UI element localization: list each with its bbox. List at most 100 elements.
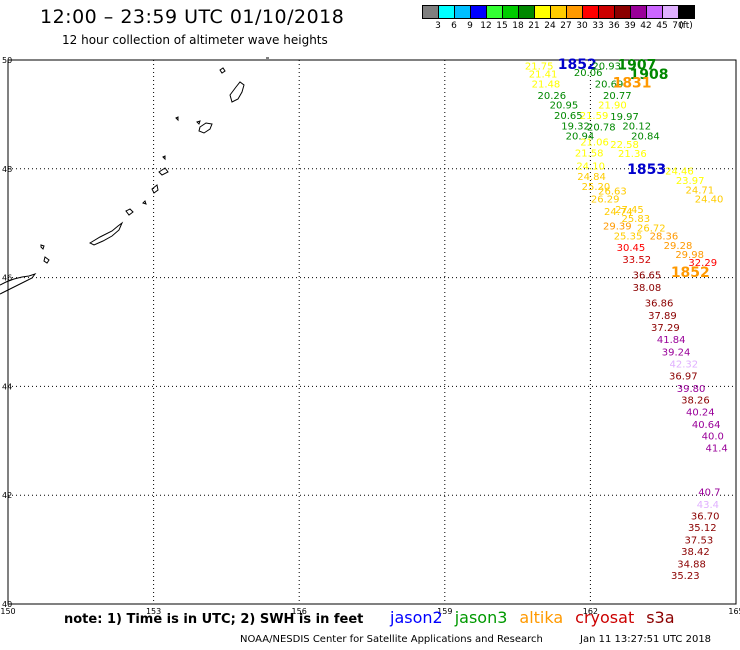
lon-tick-label: 156	[292, 607, 307, 616]
wave-height-label: 19.97	[610, 112, 639, 123]
wave-height-label: 35.23	[671, 571, 700, 582]
island-kuril-4	[125, 208, 134, 216]
lon-tick-label: 162	[583, 607, 598, 616]
satellite-altika: altika	[519, 608, 564, 627]
page-subtitle: 12 hour collection of altimeter wave hei…	[62, 33, 328, 47]
wave-height-label: 26.63	[598, 187, 627, 198]
wave-height-label: 24.71	[686, 185, 715, 196]
wave-height-label: 22.58	[610, 140, 639, 151]
lat-tick-label: 40	[2, 600, 12, 609]
wave-height-label: 36.65	[633, 270, 662, 281]
wave-height-label: 37.53	[685, 535, 714, 546]
map-frame	[7, 59, 737, 605]
lat-tick-label: 44	[2, 382, 12, 391]
track-time-label: 1907	[617, 57, 656, 73]
island-kuril-7	[158, 167, 169, 176]
track-time-label: 1852	[558, 57, 597, 73]
island-kuril-11	[175, 116, 179, 122]
wave-height-label: 20.65	[554, 111, 583, 122]
wave-height-label: 37.29	[651, 323, 680, 334]
track-time-label: 1853	[627, 162, 666, 178]
legend-swatch	[678, 5, 695, 19]
wave-height-label: 21.06	[580, 138, 609, 149]
wave-height-label: 35.12	[688, 523, 717, 534]
coastline-kamchatka	[0, 273, 37, 295]
island-kuril-2	[40, 244, 45, 250]
wave-height-label: 21.58	[575, 148, 604, 159]
wave-height-label: 38.42	[681, 547, 710, 558]
wave-height-label: 28.36	[650, 232, 679, 243]
wave-height-label: 38.26	[681, 395, 710, 406]
credit-text: NOAA/NESDIS Center for Satellite Applica…	[240, 634, 543, 645]
wave-height-label: 24.84	[577, 172, 606, 183]
wave-height-label: 39.24	[662, 348, 691, 359]
satellite-jason3: jason3	[454, 608, 508, 627]
wave-height-label: 20.12	[622, 121, 651, 132]
wave-height-label: 21.75	[525, 61, 554, 72]
wave-height-label: 20.78	[587, 122, 616, 133]
footer-note: note: 1) Time is in UTC; 2) SWH is in fe…	[64, 612, 364, 627]
wave-height-label: 21.41	[529, 70, 558, 81]
color-legend: 3 6 9 12 15 18 21 24 27 30 33 36 39 42 45 70 (ft)	[422, 5, 695, 33]
wave-height-label: 20.93	[592, 61, 621, 72]
legend-label: (ft)	[679, 21, 693, 31]
wave-height-label: 36.97	[669, 372, 698, 383]
wave-height-label: 42.32	[670, 360, 699, 371]
track-time-label: 1908	[630, 67, 669, 83]
wave-height-label: 36.86	[645, 299, 674, 310]
legend-label: 70	[672, 21, 684, 31]
wave-height-label: 33.52	[622, 255, 651, 266]
lon-tick-label: 153	[146, 607, 161, 616]
wave-height-label: 20.26	[537, 91, 566, 102]
lon-tick-label: 159	[437, 607, 452, 616]
wave-height-label: 29.98	[675, 250, 704, 261]
wave-height-label: 39.80	[677, 384, 706, 395]
wave-height-label: 25.35	[614, 232, 643, 243]
island-kuril-6	[151, 184, 159, 194]
island-kuril-13	[219, 67, 226, 74]
island-kuril-3	[88, 221, 124, 246]
wave-height-label: 40.0	[702, 431, 724, 442]
lon-tick-label: 150	[0, 607, 15, 616]
island-kuril-5	[142, 200, 147, 205]
wave-height-label: 41.84	[657, 335, 686, 346]
wave-height-label: 30.45	[617, 243, 646, 254]
legend-labels: 3 6 9 12 15 18 21 24 27 30 33 36 39 42 45 70 (ft)	[422, 21, 694, 33]
legend-label: 12	[480, 21, 492, 31]
legend-label: 24	[544, 21, 556, 31]
wave-height-label: 24.46	[665, 166, 694, 177]
legend-swatches	[422, 5, 695, 19]
legend-label: 30	[576, 21, 588, 31]
wave-height-label: 40.64	[692, 420, 721, 431]
wave-height-label: 24.10	[576, 162, 605, 173]
wave-height-label: 21.59	[580, 111, 609, 122]
wave-height-label: 20.84	[631, 132, 660, 143]
wave-height-label: 19.32	[561, 121, 590, 132]
wave-height-label: 41.4	[705, 443, 727, 454]
legend-label: 9	[467, 21, 473, 31]
lat-tick-label: 46	[2, 274, 12, 283]
legend-label: 27	[560, 21, 572, 31]
wave-height-label: 40.7	[698, 487, 720, 498]
wave-height-label: 26.72	[637, 224, 666, 235]
wave-height-label: 21.36	[618, 149, 647, 160]
wave-height-label: 32.29	[688, 258, 717, 269]
legend-label: 45	[656, 21, 668, 31]
wave-height-label: 25.20	[582, 182, 611, 193]
wave-height-label: 37.89	[648, 311, 677, 322]
wave-height-label: 20.06	[574, 68, 603, 79]
lat-tick-label: 42	[2, 491, 12, 500]
wave-height-label: 20.69	[595, 79, 624, 90]
wave-height-label: 38.08	[633, 283, 662, 294]
track-time-label: 1852	[671, 265, 710, 281]
page-title: 12:00 – 23:59 UTC 01/10/2018	[40, 6, 345, 28]
coastline	[0, 57, 269, 295]
wave-height-label: 36.70	[691, 511, 720, 522]
wave-height-label: 26.29	[591, 195, 620, 206]
wave-height-label: 29.28	[664, 241, 693, 252]
legend-label: 42	[640, 21, 652, 31]
map-grid	[7, 59, 737, 605]
wave-height-label: 25.83	[621, 214, 650, 225]
legend-label: 36	[608, 21, 620, 31]
legend-label: 6	[451, 21, 457, 31]
